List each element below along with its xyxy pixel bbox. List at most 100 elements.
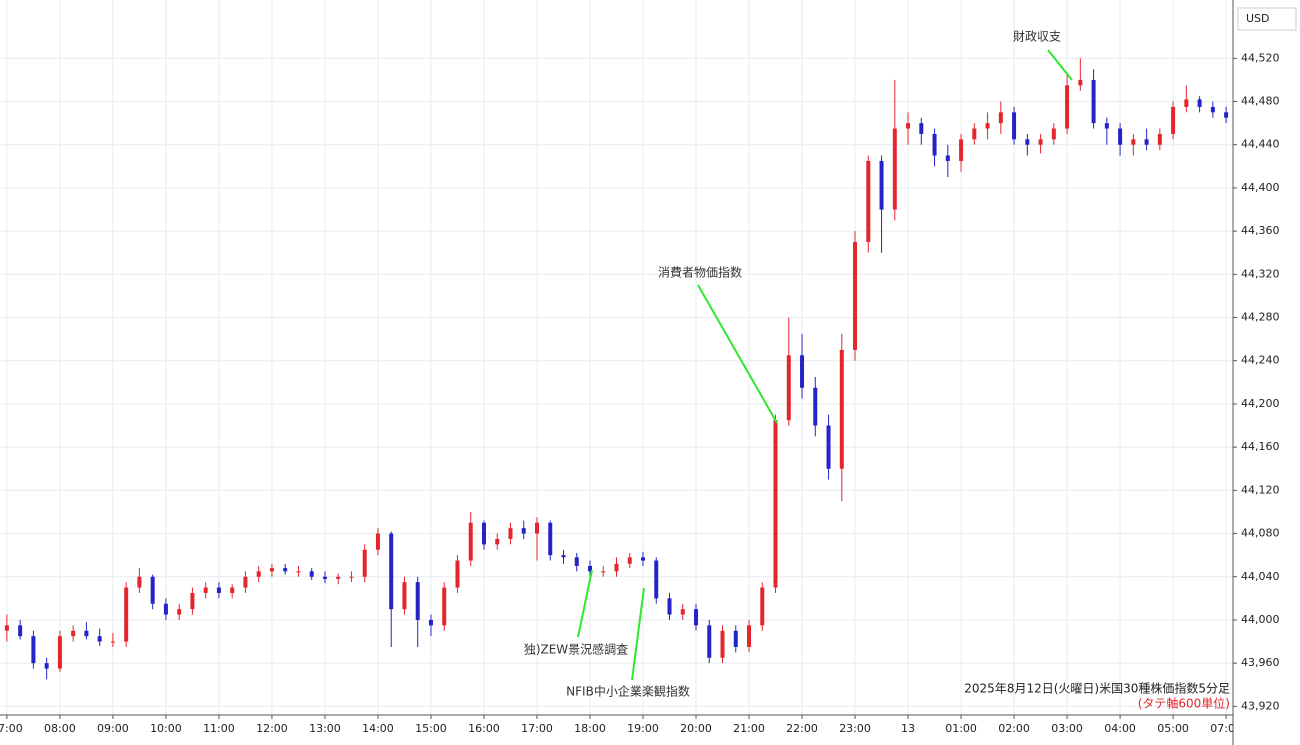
candle-body: [57, 636, 62, 669]
candle-body: [1078, 79, 1083, 86]
x-tick-label: 05:00: [1157, 722, 1189, 735]
candle-body: [1025, 139, 1030, 145]
candle-body: [1038, 139, 1043, 145]
candle-body: [428, 619, 433, 626]
candles: [4, 58, 1229, 680]
candle-body: [680, 609, 685, 615]
candle-body: [826, 425, 831, 469]
candle-body: [375, 533, 380, 550]
candle-body: [720, 630, 725, 658]
x-tick-label: 02:00: [998, 722, 1030, 735]
candle-body: [84, 630, 89, 637]
annotation: 財政収支: [1013, 29, 1061, 44]
candle-body: [1012, 112, 1017, 140]
candle-body: [866, 160, 871, 242]
x-tick-label: 11:00: [203, 722, 235, 735]
annotations: 財政収支 消費者物価指数 独)ZEW景況感調査 NFIB中小企業楽観指数: [524, 29, 1073, 699]
candle-body: [839, 349, 844, 469]
candle-body: [1184, 99, 1189, 107]
candle-body: [587, 565, 592, 572]
y-tick-label: 44,120: [1241, 483, 1280, 496]
candle-body: [932, 133, 937, 156]
candle-body: [1210, 106, 1215, 113]
candle-body: [879, 160, 884, 210]
annotation: 消費者物価指数: [658, 265, 742, 280]
x-tick-label: 19:00: [627, 722, 659, 735]
y-tick-label: 44,240: [1241, 354, 1280, 367]
x-tick-label: 16:00: [468, 722, 500, 735]
candle-body: [919, 123, 924, 134]
candle-body: [1104, 123, 1109, 129]
x-tick-label: 13: [901, 722, 915, 735]
candle-body: [853, 241, 858, 350]
candle-body: [508, 528, 513, 539]
candle-body: [747, 625, 752, 647]
candle-body: [1157, 133, 1162, 145]
candle-body: [243, 576, 248, 588]
x-tick-label: 21:00: [733, 722, 765, 735]
candle-body: [230, 587, 235, 593]
candle-body: [760, 587, 765, 626]
candle-body: [1224, 112, 1229, 118]
candle-body: [813, 387, 818, 426]
y-tick-label: 44,480: [1241, 95, 1280, 108]
candle-body: [534, 522, 539, 534]
candle-body: [256, 571, 261, 577]
candle-body: [110, 641, 115, 643]
y-tick-label: 43,960: [1241, 656, 1280, 669]
candle-body: [4, 625, 9, 631]
candle-body: [800, 355, 805, 388]
candle-body: [296, 571, 301, 573]
candle-body: [322, 576, 327, 579]
x-tick-label: 07:00: [0, 722, 23, 735]
candle-body: [336, 576, 341, 579]
candle-body: [1065, 85, 1070, 129]
x-tick-label: 07:00: [1210, 722, 1242, 735]
x-tick-label: 12:00: [256, 722, 288, 735]
annotation-leader: [697, 284, 778, 424]
candle-body: [548, 522, 553, 556]
annotation-leader: [631, 587, 645, 681]
candle-body: [150, 576, 155, 604]
y-labels: 43,920 43,960 44,000 44,040 44,080 44,120 44,1…: [1233, 51, 1280, 712]
candle-body: [985, 123, 990, 129]
candle-body: [1051, 128, 1056, 140]
candle-body: [521, 528, 526, 534]
candle-body: [71, 630, 76, 637]
candle-body: [1091, 79, 1096, 124]
candle-body: [203, 587, 208, 593]
candle-body: [137, 576, 142, 588]
x-tick-label: 23:00: [839, 722, 871, 735]
y-tick-label: 44,200: [1241, 397, 1280, 410]
candle-body: [177, 609, 182, 615]
y-tick-label: 43,920: [1241, 699, 1280, 712]
candle-body: [574, 557, 579, 566]
x-tick-label: 04:00: [1104, 722, 1136, 735]
x-tick-label: 17:00: [521, 722, 553, 735]
candle-body: [309, 571, 314, 577]
candle-body: [415, 582, 420, 620]
y-tick-label: 44,280: [1241, 311, 1280, 324]
candle-body: [44, 663, 49, 669]
y-tick-label: 44,520: [1241, 51, 1280, 64]
caption-note: (タテ軸600単位): [1138, 696, 1230, 711]
annotation-leader: [577, 569, 593, 638]
candle-body: [707, 625, 712, 658]
candle-body: [31, 636, 36, 664]
x-tick-label: 09:00: [97, 722, 129, 735]
candle-body: [773, 420, 778, 588]
caption: 2025年8月12日(火曜日)米国30種株価指数5分足: [964, 681, 1230, 696]
candle-body: [97, 636, 102, 642]
candle-body: [561, 555, 566, 558]
candle-body: [733, 630, 738, 647]
candle-body: [1131, 139, 1136, 145]
candle-body: [389, 533, 394, 610]
candle-body: [481, 522, 486, 545]
candle-body: [627, 557, 632, 564]
candle-body: [402, 582, 407, 610]
y-tick-label: 44,360: [1241, 224, 1280, 237]
x-tick-label: 14:00: [362, 722, 394, 735]
candle-body: [892, 128, 897, 210]
candle-body: [362, 549, 367, 577]
